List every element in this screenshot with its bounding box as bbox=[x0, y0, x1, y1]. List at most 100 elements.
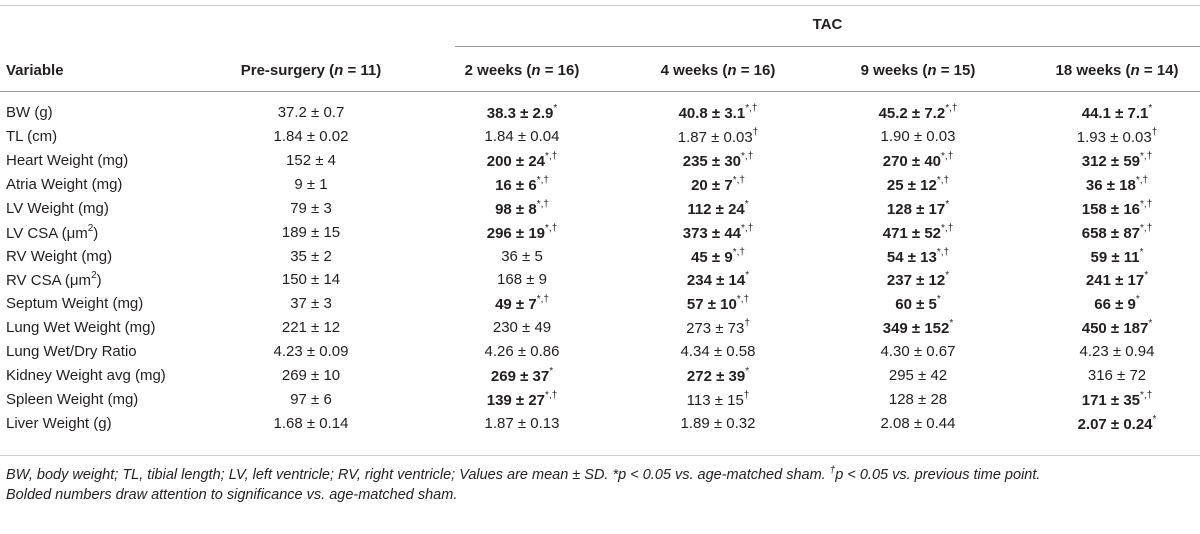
value-cell: 1.90 ± 0.03 bbox=[880, 127, 956, 145]
value-cell: 269 ± 10 bbox=[281, 367, 341, 385]
value-cell: 450 ± 187* bbox=[1081, 318, 1153, 338]
value-cell: 658 ± 87*,† bbox=[1081, 222, 1153, 242]
value-cell: 2.08 ± 0.44 bbox=[880, 414, 956, 432]
value-cell: 16 ± 6*,† bbox=[495, 174, 549, 194]
value-cell: 35 ± 2 bbox=[290, 247, 332, 265]
value-cell: 4.34 ± 0.58 bbox=[680, 343, 756, 361]
table-row: RV CSA (μm2) 150 ± 14 168 ± 9 234 ± 14* 237 … bbox=[0, 268, 1200, 292]
value-cell: 4.23 ± 0.94 bbox=[1079, 343, 1155, 361]
value-cell: 316 ± 72 bbox=[1087, 367, 1147, 385]
table-row: TL (cm) 1.84 ± 0.02 1.84 ± 0.04 1.87 ± 0.03… bbox=[0, 125, 1200, 149]
value-cell: 128 ± 28 bbox=[888, 391, 948, 409]
value-cell: 25 ± 12*,† bbox=[886, 174, 950, 194]
header-2-weeks: 2 weeks (n = 16) bbox=[464, 62, 580, 79]
value-cell: 49 ± 7*,† bbox=[495, 294, 549, 314]
value-cell: 1.89 ± 0.32 bbox=[680, 414, 756, 432]
value-cell: 79 ± 3 bbox=[290, 199, 332, 217]
value-cell: 273 ± 73† bbox=[686, 318, 750, 338]
value-cell: 57 ± 10*,† bbox=[686, 294, 750, 314]
value-cell: 112 ± 24* bbox=[687, 198, 749, 218]
table-row: Kidney Weight avg (mg) 269 ± 10 269 ± 37* 2… bbox=[0, 364, 1200, 388]
variable-cell: Spleen Weight (mg) bbox=[6, 391, 139, 409]
value-cell: 97 ± 6 bbox=[290, 391, 332, 409]
value-cell: 471 ± 52*,† bbox=[882, 222, 954, 242]
value-cell: 45.2 ± 7.2*,† bbox=[878, 103, 958, 122]
value-cell: 234 ± 14* bbox=[686, 270, 750, 290]
variable-cell: TL (cm) bbox=[6, 127, 58, 145]
value-cell: 1.87 ± 0.13 bbox=[484, 414, 560, 432]
footnote-line-1-end: p < 0.05 vs. previous time point. bbox=[835, 466, 1041, 483]
value-cell: 9 ± 1 bbox=[294, 175, 328, 193]
value-cell: 269 ± 37* bbox=[490, 366, 554, 386]
tac-group-header: TAC bbox=[812, 16, 843, 33]
header-variable: Variable bbox=[6, 62, 64, 79]
value-cell: 45 ± 9*,† bbox=[691, 246, 745, 266]
table-footnote: BW, body weight; TL, tibial length; LV, … bbox=[6, 461, 1196, 505]
header-18-weeks: 18 weeks (n = 14) bbox=[1055, 62, 1179, 79]
table-row: Spleen Weight (mg) 97 ± 6 139 ± 27*,† 113 ±… bbox=[0, 388, 1200, 412]
value-cell: 36 ± 18*,† bbox=[1085, 174, 1149, 194]
table-row: Lung Wet/Dry Ratio 4.23 ± 0.09 4.26 ± 0.86… bbox=[0, 340, 1200, 364]
value-cell: 1.93 ± 0.03† bbox=[1076, 126, 1158, 146]
table-body: BW (g) 37.2 ± 0.7 38.3 ± 2.9* 40.8 ± 3.1*,†… bbox=[0, 101, 1200, 436]
value-cell: 1.87 ± 0.03† bbox=[677, 126, 759, 146]
header-9-weeks: 9 weeks (n = 15) bbox=[860, 62, 976, 79]
variable-cell: Atria Weight (mg) bbox=[6, 175, 123, 193]
variable-cell: LV Weight (mg) bbox=[6, 199, 109, 217]
value-cell: 296 ± 19*,† bbox=[486, 222, 558, 242]
value-cell: 168 ± 9 bbox=[497, 271, 547, 289]
value-cell: 38.3 ± 2.9* bbox=[486, 103, 558, 122]
variable-cell: Lung Wet/Dry Ratio bbox=[6, 343, 137, 361]
value-cell: 237 ± 12* bbox=[886, 270, 950, 290]
variable-cell: LV CSA (μm2) bbox=[6, 222, 99, 242]
table-row: Heart Weight (mg) 152 ± 4 200 ± 24*,† 235 ±… bbox=[0, 149, 1200, 173]
value-cell: 373 ± 44*,† bbox=[682, 222, 754, 242]
table-row: Septum Weight (mg) 37 ± 3 49 ± 7*,† 57 ± 10… bbox=[0, 292, 1200, 316]
value-cell: 4.30 ± 0.67 bbox=[880, 343, 956, 361]
value-cell: 295 ± 42 bbox=[888, 367, 948, 385]
tac-group-rule bbox=[455, 46, 1200, 47]
table-row: Atria Weight (mg) 9 ± 1 16 ± 6*,† 20 ± 7*,†… bbox=[0, 173, 1200, 197]
value-cell: 60 ± 5* bbox=[895, 294, 941, 314]
table-row: LV Weight (mg) 79 ± 3 98 ± 8*,† 112 ± 24* 12… bbox=[0, 197, 1200, 221]
variable-cell: RV CSA (μm2) bbox=[6, 270, 102, 290]
value-cell: 20 ± 7*,† bbox=[691, 174, 745, 194]
value-cell: 139 ± 27*,† bbox=[486, 390, 558, 410]
value-cell: 230 ± 49 bbox=[492, 319, 552, 337]
variable-cell: RV Weight (mg) bbox=[6, 247, 113, 265]
value-cell: 37 ± 3 bbox=[290, 295, 332, 313]
value-cell: 235 ± 30*,† bbox=[682, 150, 754, 170]
table-row: Liver Weight (g) 1.68 ± 0.14 1.87 ± 0.13 1.… bbox=[0, 412, 1200, 436]
value-cell: 1.84 ± 0.04 bbox=[484, 127, 560, 145]
value-cell: 54 ± 13*,† bbox=[886, 246, 950, 266]
value-cell: 44.1 ± 7.1* bbox=[1081, 103, 1153, 122]
variable-cell: BW (g) bbox=[6, 104, 53, 121]
value-cell: 312 ± 59*,† bbox=[1081, 150, 1153, 170]
value-cell: 150 ± 14 bbox=[281, 271, 341, 289]
header-rule bbox=[0, 91, 1200, 92]
variable-cell: Liver Weight (g) bbox=[6, 414, 112, 432]
footnote-dagger: † bbox=[829, 465, 836, 476]
variable-cell: Septum Weight (mg) bbox=[6, 295, 144, 313]
table-row: LV CSA (μm2) 189 ± 15 296 ± 19*,† 373 ± 44*… bbox=[0, 221, 1200, 245]
value-cell: 36 ± 5 bbox=[501, 247, 543, 265]
value-cell: 152 ± 4 bbox=[286, 151, 336, 169]
value-cell: 221 ± 12 bbox=[281, 319, 341, 337]
table-row: BW (g) 37.2 ± 0.7 38.3 ± 2.9* 40.8 ± 3.1*,†… bbox=[0, 101, 1200, 125]
table-bottom-rule bbox=[0, 455, 1200, 456]
value-cell: 241 ± 17* bbox=[1085, 270, 1149, 290]
value-cell: 1.84 ± 0.02 bbox=[273, 127, 349, 145]
header-4-weeks: 4 weeks (n = 16) bbox=[660, 62, 776, 79]
value-cell: 128 ± 17* bbox=[886, 198, 950, 218]
value-cell: 200 ± 24*,† bbox=[486, 150, 558, 170]
value-cell: 37.2 ± 0.7 bbox=[277, 104, 345, 121]
value-cell: 171 ± 35*,† bbox=[1081, 390, 1153, 410]
table-row: Lung Wet Weight (mg) 221 ± 12 230 ± 49 273 … bbox=[0, 316, 1200, 340]
footnote-line-2: Bolded numbers draw attention to signifi… bbox=[6, 486, 458, 503]
value-cell: 349 ± 152* bbox=[882, 318, 954, 338]
value-cell: 272 ± 39* bbox=[686, 366, 750, 386]
variable-cell: Heart Weight (mg) bbox=[6, 151, 129, 169]
footnote-line-1: BW, body weight; TL, tibial length; LV, … bbox=[6, 466, 830, 483]
value-cell: 40.8 ± 3.1*,† bbox=[678, 103, 758, 122]
variable-cell: Kidney Weight avg (mg) bbox=[6, 367, 166, 385]
